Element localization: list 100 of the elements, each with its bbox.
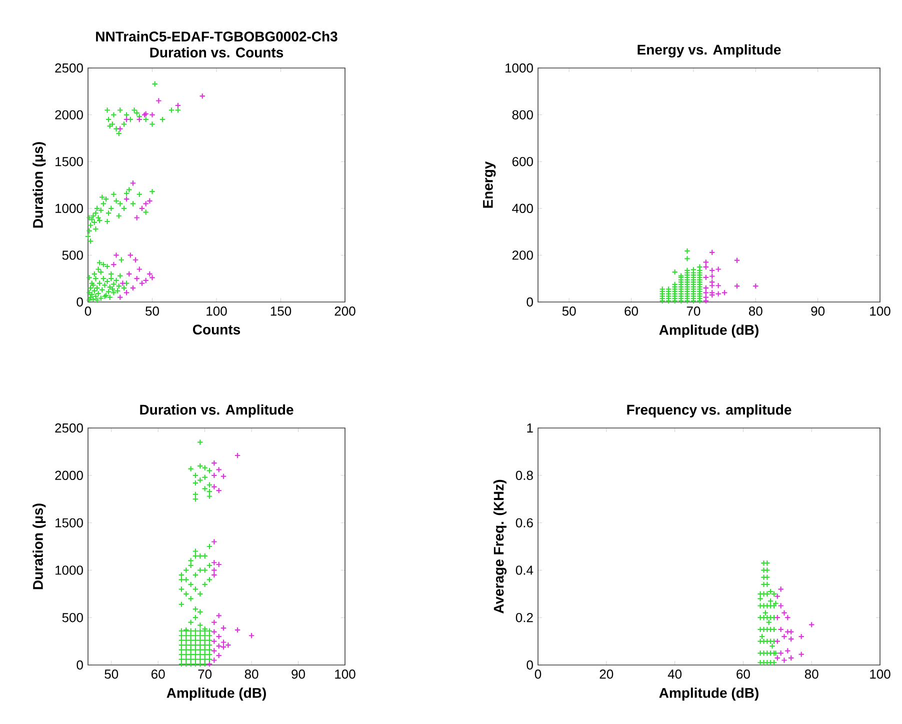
point [123, 196, 130, 202]
point [199, 92, 206, 100]
point [132, 256, 139, 264]
point [760, 590, 767, 598]
point [764, 650, 770, 656]
point [211, 538, 218, 545]
x-tick-label: 100 [335, 670, 356, 679]
point [781, 657, 788, 664]
point [708, 278, 716, 286]
y-tick-label: 0.6 [516, 518, 533, 528]
point [120, 280, 126, 286]
point [708, 267, 716, 274]
point [149, 274, 156, 281]
point [764, 581, 770, 588]
point [702, 298, 710, 304]
point [808, 622, 815, 628]
point [757, 595, 764, 602]
point [248, 632, 255, 639]
y-tick-label: 0 [76, 660, 83, 670]
point [757, 659, 764, 666]
point [136, 266, 143, 272]
y-tick-label: 2500 [55, 63, 83, 73]
point [211, 567, 218, 574]
point [770, 626, 778, 633]
point [770, 638, 778, 644]
point [138, 280, 146, 286]
point [774, 638, 781, 644]
point [211, 619, 218, 626]
point [760, 650, 767, 656]
y-tick-label: 2500 [55, 423, 83, 433]
point [760, 567, 767, 574]
point [781, 633, 788, 640]
point [764, 602, 770, 609]
x-axis-title: Amplitude (dB) [166, 688, 266, 701]
chart-title: Energy vs. Amplitude [638, 44, 781, 58]
point [702, 274, 710, 281]
point [788, 628, 794, 635]
y-tick-label: 1000 [56, 204, 83, 213]
point [138, 205, 146, 212]
x-tick-label: 100 [870, 670, 890, 679]
point [760, 560, 767, 566]
y-tick-label: 800 [512, 110, 533, 120]
point [788, 636, 794, 642]
x-tick-label: 80 [804, 670, 818, 679]
y-tick-label: 500 [62, 612, 83, 622]
point [708, 273, 716, 280]
x-tick-label: 70 [686, 306, 700, 316]
x-tick-label: 0 [84, 306, 92, 316]
x-tick-label: 60 [624, 306, 638, 316]
point [702, 289, 710, 296]
point [764, 638, 770, 644]
x-tick-label: 90 [292, 670, 305, 679]
point [234, 452, 241, 459]
chart-title: Frequency vs. amplitude [627, 404, 792, 418]
y-tick-label: 1500 [56, 518, 83, 528]
x-tick-label: 150 [270, 306, 292, 316]
chart-subtitle: Duration vs. Counts [150, 47, 284, 58]
point [764, 626, 770, 633]
point [778, 626, 784, 633]
y-tick-label: 1000 [506, 63, 533, 73]
point [770, 590, 778, 598]
point [778, 602, 784, 609]
point [764, 567, 770, 574]
point [149, 112, 156, 118]
point [760, 626, 767, 633]
point [757, 602, 764, 609]
point [757, 614, 764, 621]
point [113, 252, 120, 258]
x-tick-label: 0 [534, 670, 542, 679]
point [734, 282, 740, 290]
point [770, 650, 778, 656]
point [774, 614, 781, 621]
y-tick-label: 500 [62, 250, 83, 260]
point [116, 294, 124, 300]
point [702, 264, 710, 270]
x-tick-label: 20 [600, 670, 614, 679]
point [752, 282, 759, 290]
point [123, 116, 130, 123]
point [715, 266, 722, 272]
x-tick-label: 60 [736, 670, 750, 679]
point [774, 593, 781, 600]
y-tick-label: 0 [526, 297, 533, 307]
x-axis-title: Amplitude (dB) [659, 324, 758, 338]
point [146, 270, 153, 278]
point [130, 180, 136, 186]
point [784, 628, 791, 635]
point [757, 638, 764, 644]
y-tick-label: 600 [512, 156, 533, 166]
y-tick-label: 1 [527, 424, 533, 432]
point [788, 654, 794, 662]
point [757, 626, 764, 633]
point [767, 614, 774, 621]
point [760, 602, 767, 609]
point [767, 626, 774, 633]
x-tick-label: 60 [152, 670, 165, 679]
point [798, 651, 804, 658]
point [760, 614, 767, 621]
point [774, 654, 781, 662]
point [767, 588, 774, 595]
y-axis-title: Energy [483, 161, 496, 208]
